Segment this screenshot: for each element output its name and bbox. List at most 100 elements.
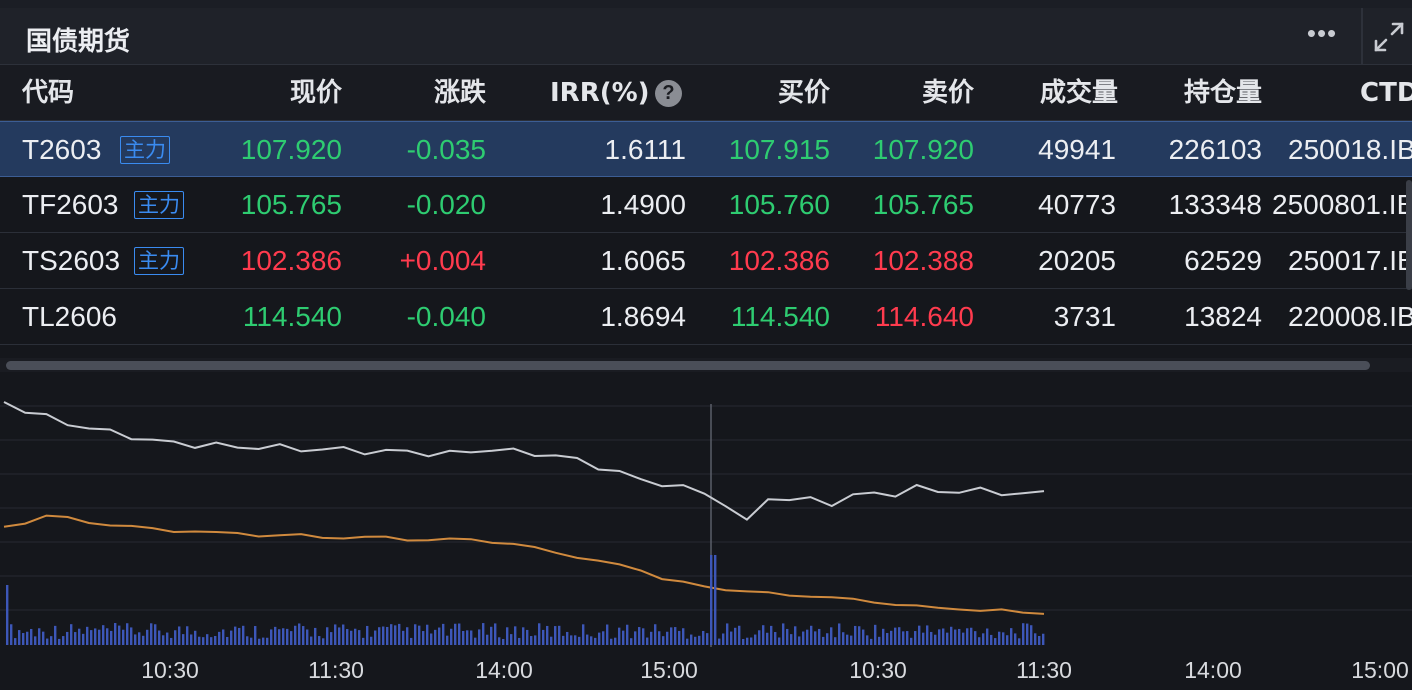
- row-volume: 49941: [1038, 134, 1116, 165]
- row-code: TF2603: [22, 189, 119, 220]
- volume-bar: [418, 625, 421, 645]
- volume-bar: [994, 638, 997, 645]
- col-price[interactable]: 现价: [289, 78, 342, 108]
- volume-bar: [250, 637, 253, 645]
- volume-bar: [642, 628, 645, 645]
- expand-button[interactable]: [1372, 20, 1406, 54]
- table-row[interactable]: T2603 主力 107.920 -0.035 1.6111 107.915 1…: [0, 121, 1412, 177]
- volume-bar: [130, 627, 133, 645]
- volume-bar: [894, 627, 897, 645]
- x-tick-label: 10:30: [141, 657, 199, 683]
- volume-bar: [466, 630, 469, 645]
- volume-bar: [206, 634, 209, 645]
- horizontal-scrollbar-thumb[interactable]: [6, 361, 1370, 370]
- intraday-chart[interactable]: 10:30 11:30 14:00 15:00 10:30 11:30 14:00 15:00: [0, 372, 1412, 690]
- volume-bar: [1002, 632, 1005, 645]
- volume-bar: [486, 634, 489, 645]
- volume-bar: [1030, 625, 1033, 645]
- col-change[interactable]: 涨跌: [433, 78, 486, 108]
- volume-bar: [886, 633, 889, 645]
- volume-bar: [438, 627, 441, 645]
- row-bid: 105.760: [728, 189, 830, 220]
- volume-bar: [626, 624, 629, 645]
- volume-bar: [662, 636, 665, 645]
- volume-bar: [606, 624, 609, 645]
- volume-bar: [170, 637, 173, 645]
- volume-bar: [562, 635, 565, 645]
- volume-bar: [982, 633, 985, 645]
- col-ask[interactable]: 卖价: [921, 78, 974, 108]
- volume-bar: [870, 638, 873, 645]
- row-ask: 105.765: [872, 189, 974, 220]
- volume-bar: [858, 626, 861, 645]
- volume-bar: [770, 625, 773, 645]
- volume-bar: [962, 632, 965, 645]
- volume-bar: [470, 630, 473, 645]
- volume-bar: [698, 635, 701, 645]
- row-irr: 1.4900: [600, 189, 686, 220]
- row-open-interest: 13824: [1184, 301, 1262, 332]
- row-ask: 102.388: [872, 245, 974, 276]
- volume-bar: [386, 626, 389, 645]
- volume-bar: [142, 635, 145, 645]
- volume-bar: [366, 625, 369, 645]
- volume-bar: [230, 630, 233, 645]
- volume-bar: [722, 633, 725, 645]
- table-row[interactable]: TF2603 主力 105.765 -0.020 1.4900 105.760 …: [0, 177, 1412, 233]
- col-code[interactable]: 代码: [22, 78, 75, 108]
- panel-title: 国债期货: [26, 27, 131, 57]
- col-volume[interactable]: 成交量: [1039, 78, 1118, 108]
- volume-bar: [362, 637, 365, 645]
- volume-bar: [174, 630, 177, 645]
- row-ask: 107.920: [872, 134, 974, 165]
- volume-bar: [790, 634, 793, 645]
- col-ctd[interactable]: CTD: [1360, 78, 1412, 108]
- volume-bar: [958, 628, 961, 645]
- volume-bar: [690, 634, 693, 645]
- table-row[interactable]: TS2603 主力 102.386 +0.004 1.6065 102.386 …: [0, 233, 1412, 289]
- col-irr[interactable]: IRR(%): [550, 78, 650, 108]
- volume-bar: [942, 628, 945, 645]
- volume-bar: [978, 637, 981, 645]
- volume-bar: [190, 634, 193, 645]
- volume-bar: [398, 623, 401, 645]
- table-row[interactable]: TL2606 114.540 -0.040 1.8694 114.540 114…: [0, 289, 1412, 345]
- row-volume: 20205: [1038, 245, 1116, 276]
- volume-bar: [866, 635, 869, 645]
- volume-bar: [938, 629, 941, 645]
- volume-bar: [930, 631, 933, 645]
- vertical-scrollbar[interactable]: [1406, 180, 1412, 290]
- volume-bar: [134, 634, 137, 645]
- col-bid[interactable]: 买价: [777, 78, 830, 108]
- volume-bar: [838, 623, 841, 645]
- volume-bar: [670, 627, 673, 645]
- more-options-button[interactable]: •••: [1300, 18, 1344, 54]
- row-ctd: 2500801.IB: [1272, 189, 1412, 220]
- volume-bar: [46, 638, 49, 645]
- volume-bar: [82, 633, 85, 645]
- volume-bar: [538, 623, 541, 645]
- volume-bar: [338, 627, 341, 645]
- volume-bar: [686, 638, 689, 645]
- help-icon[interactable]: ?: [655, 80, 682, 107]
- volume-bar: [654, 624, 657, 645]
- volume-bar: [730, 631, 733, 645]
- row-price: 105.765: [240, 189, 342, 220]
- volume-bar: [410, 637, 413, 645]
- volume-bar: [970, 627, 973, 645]
- main-contract-tag: 主力: [134, 247, 184, 275]
- main-contract-tag: 主力: [120, 136, 170, 164]
- volume-bar: [602, 631, 605, 645]
- volume-bar: [586, 634, 589, 645]
- volume-bar: [462, 630, 465, 645]
- volume-bar: [682, 628, 685, 645]
- volume-bar: [202, 637, 205, 645]
- more-horizontal-icon: •••: [1306, 18, 1338, 48]
- volume-bar: [542, 629, 545, 645]
- volume-bar: [378, 627, 381, 645]
- volume-bar: [198, 636, 201, 645]
- col-open-interest[interactable]: 持仓量: [1183, 78, 1262, 108]
- volume-bar: [718, 638, 721, 645]
- volume-bar: [74, 632, 77, 645]
- volume-bar: [826, 633, 829, 645]
